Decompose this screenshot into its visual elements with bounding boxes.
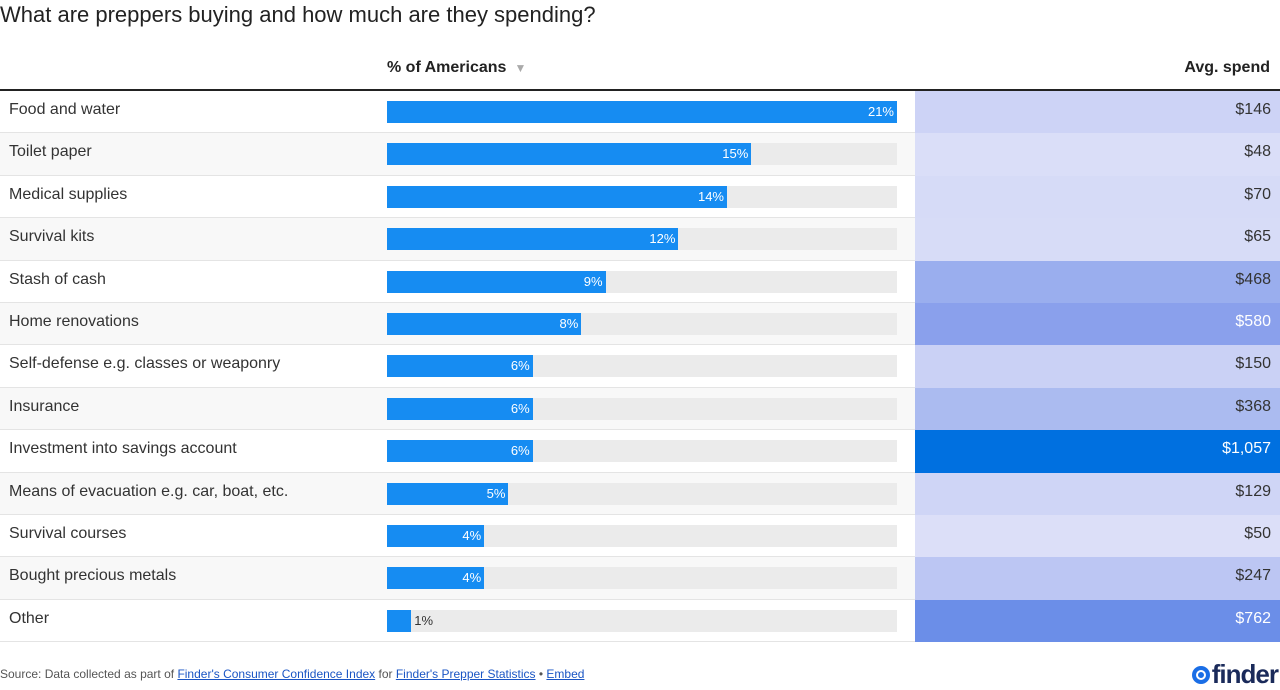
bar [387,355,533,378]
prepper-statistics-link[interactable]: Finder's Prepper Statistics [395,667,536,681]
table-row: Survival courses 4% $50 [0,514,1280,558]
bar-track: 9% [387,270,897,293]
sort-down-icon[interactable]: ▼ [514,61,527,75]
bar [387,609,412,632]
bar-value-label: 8% [559,315,579,331]
table-row: Toilet paper 15% $48 [0,133,1280,176]
bar-track: 15% [387,143,897,166]
bar-track: 8% [387,312,897,335]
table-row: Investment into savings account 6% $1,05… [0,430,1280,473]
row-label: Stash of cash [9,270,106,288]
avg-spend-cell: $468 [915,260,1280,303]
row-label: Toilet paper [9,143,92,161]
avg-spend-cell: $146 [915,91,1280,134]
bar-value-label: 6% [510,358,530,374]
bar-value-label: 6% [510,443,530,459]
bar-track: 6% [387,397,897,420]
avg-spend-cell: $129 [915,472,1280,515]
bar [387,312,582,335]
finder-logo[interactable]: finder [1191,659,1279,690]
avg-spend-cell: $150 [915,345,1280,388]
table-row: Home renovations 8% $580 [0,302,1280,346]
bar-value-label: 6% [510,400,530,416]
bar-track: 14% [387,185,897,208]
bar-track: 5% [387,482,897,505]
bar [387,101,897,123]
row-label: Insurance [9,397,80,415]
row-label: Investment into savings account [9,440,237,458]
bar-value-label: 14% [697,188,724,204]
bar [387,397,533,420]
row-label: Food and water [9,101,121,118]
table-row: Other 1% $762 [0,599,1280,643]
avg-spend-cell: $368 [915,387,1280,431]
table-body: Food and water 21% $146 Toilet paper 15% … [0,91,1280,643]
bar [387,185,727,208]
bar-track: 12% [387,228,897,251]
search-icon [1191,665,1210,684]
source-text: Source: Data collected as part of [0,667,178,681]
bar-track: 6% [387,440,897,463]
bar [387,228,679,251]
bar [387,440,533,463]
table-row: Bought precious metals 4% $247 [0,557,1280,600]
table-row: Medical supplies 14% $70 [0,175,1280,219]
column-header-spend[interactable]: Avg. spend [1184,59,1270,76]
source-for: for [375,667,396,681]
avg-spend-cell: $50 [915,514,1280,558]
embed-link[interactable]: Embed [546,667,585,681]
avg-spend-cell: $70 [915,175,1280,219]
row-label: Home renovations [9,312,139,330]
table-row: Means of evacuation e.g. car, boat, etc.… [0,472,1280,515]
bar-track: 4% [387,524,897,547]
row-label: Means of evacuation e.g. car, boat, etc. [9,482,289,500]
avg-spend-cell: $1,057 [915,430,1280,473]
bar-track: 1% [387,609,897,632]
column-header-pct[interactable]: % of Americans ▼ [387,59,526,77]
table-row: Stash of cash 9% $468 [0,260,1280,303]
row-label: Survival courses [9,524,127,542]
table-row: Food and water 21% $146 [0,91,1280,134]
bar [387,482,509,505]
avg-spend-cell: $762 [915,599,1280,643]
bar-value-label: 9% [583,273,603,289]
column-header-label: % of Americans [387,59,507,76]
avg-spend-cell: $65 [915,218,1280,261]
bar [387,567,485,590]
row-label: Survival kits [9,228,95,246]
bar [387,143,752,166]
avg-spend-cell: $48 [915,133,1280,176]
bar-value-label: 15% [722,146,749,162]
bar-track: 4% [387,567,897,590]
logo-text: finder [1211,659,1279,689]
table-row: Self-defense e.g. classes or weaponry 6%… [0,345,1280,388]
row-label: Self-defense e.g. classes or weaponry [9,355,281,373]
bar-value-label: 4% [462,570,482,586]
consumer-confidence-link[interactable]: Finder's Consumer Confidence Index [177,667,376,681]
chart-title: What are preppers buying and how much ar… [0,2,596,27]
bar-value-label: 21% [867,104,894,119]
bar-value-label: 4% [462,527,482,543]
bar-track: 6% [387,355,897,378]
bar [387,524,485,547]
separator: • [535,667,547,681]
bar [387,270,606,293]
row-label: Other [9,609,50,627]
avg-spend-cell: $247 [915,557,1280,600]
row-label: Medical supplies [9,185,128,203]
bar-value-label: 12% [649,231,676,247]
row-label: Bought precious metals [9,567,177,585]
table-header: % of Americans ▼ Avg. spend [0,50,1280,91]
table-row: Survival kits 12% $65 [0,218,1280,261]
bar-value-label: 1% [414,612,434,628]
table-row: Insurance 6% $368 [0,387,1280,431]
bar-value-label: 5% [486,485,506,501]
bar-track: 21% [387,101,897,123]
footer-source: Source: Data collected as part of Finder… [0,667,584,681]
avg-spend-cell: $580 [915,302,1280,346]
